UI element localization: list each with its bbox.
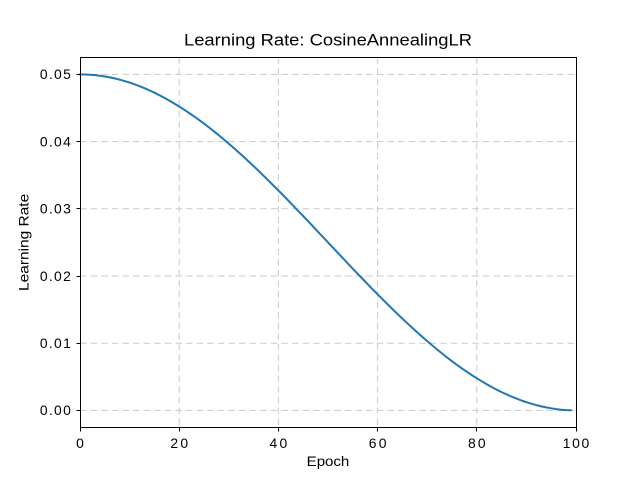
svg-text:0.01: 0.01: [40, 335, 71, 351]
svg-text:0.03: 0.03: [40, 201, 71, 217]
svg-text:60: 60: [369, 435, 387, 451]
svg-text:0.04: 0.04: [40, 133, 71, 149]
svg-text:40: 40: [270, 435, 288, 451]
svg-text:80: 80: [468, 435, 486, 451]
svg-text:0.05: 0.05: [40, 66, 71, 82]
svg-text:Learning Rate: Learning Rate: [16, 193, 32, 291]
svg-text:0.00: 0.00: [40, 402, 71, 418]
svg-text:100: 100: [563, 435, 590, 451]
svg-text:Epoch: Epoch: [307, 453, 350, 469]
svg-text:Learning Rate: CosineAnnealing: Learning Rate: CosineAnnealingLR: [184, 31, 472, 50]
svg-text:0: 0: [76, 435, 84, 451]
svg-text:0.02: 0.02: [40, 268, 71, 284]
svg-text:20: 20: [170, 435, 188, 451]
